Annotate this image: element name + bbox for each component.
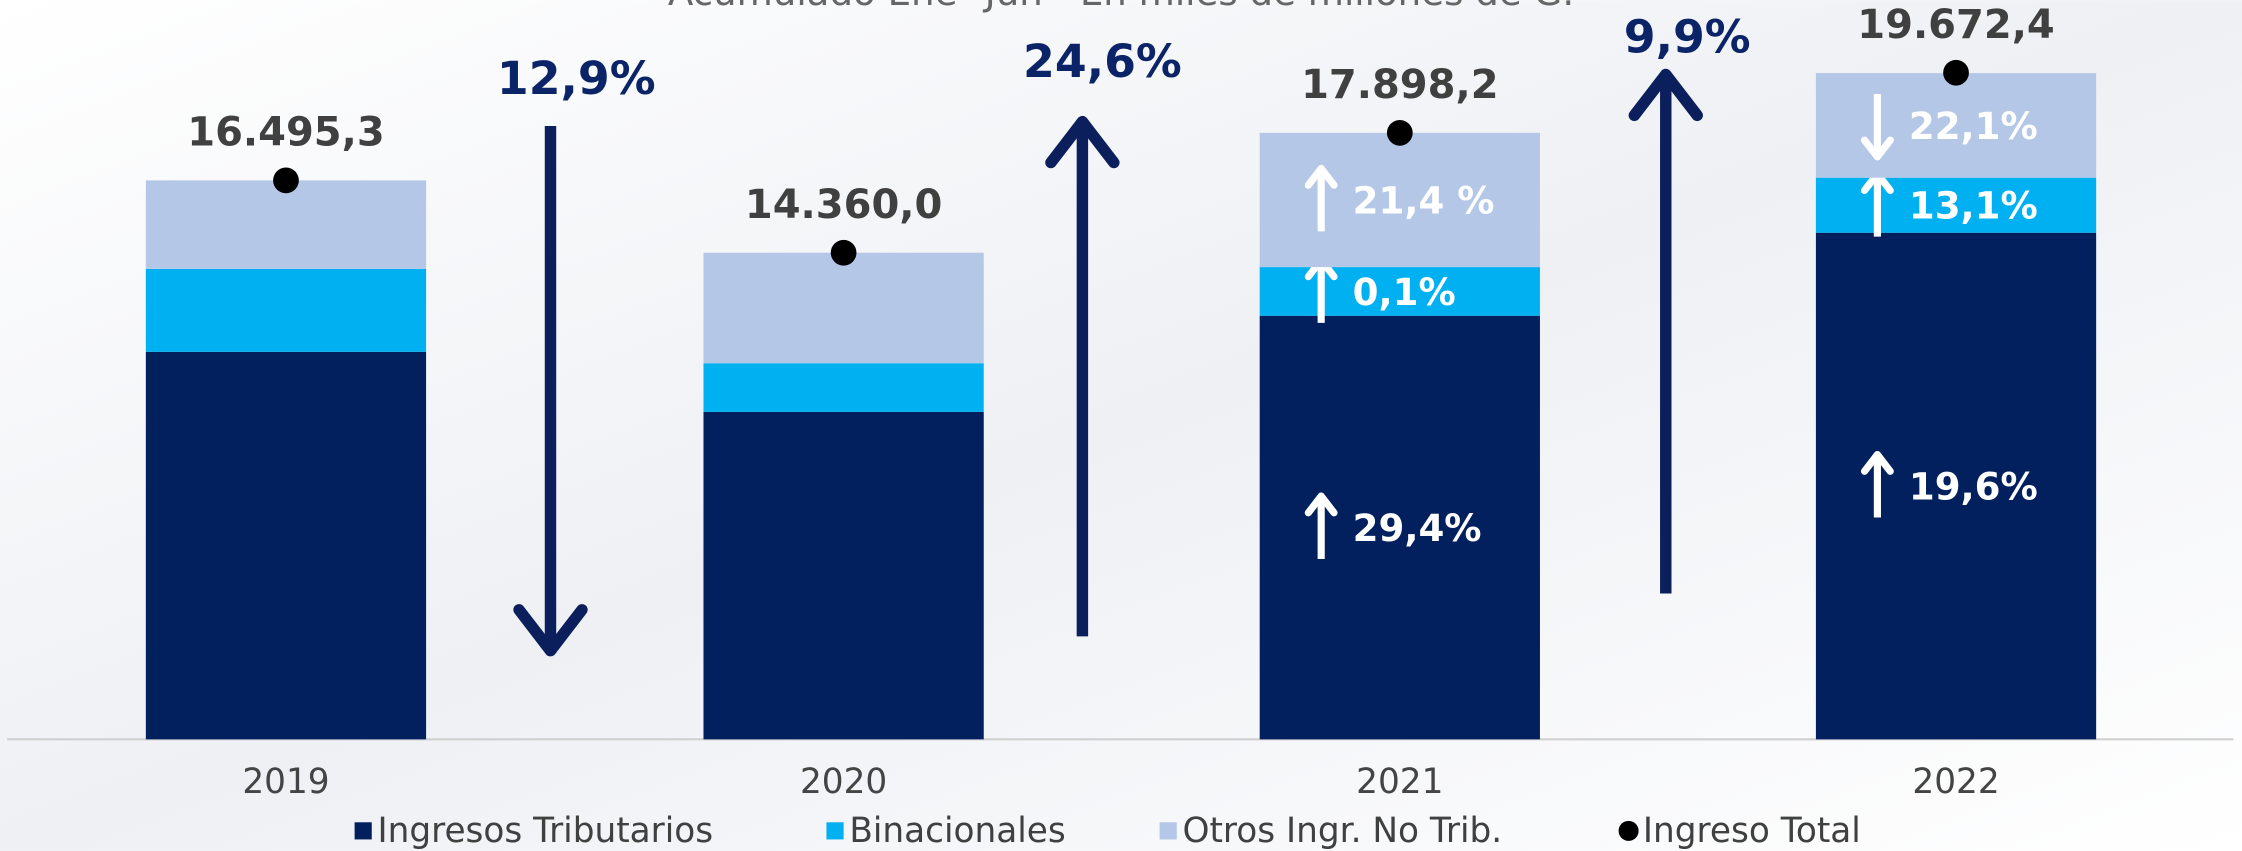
bar-segment bbox=[146, 180, 426, 268]
total-dot bbox=[1943, 60, 1969, 86]
page: Acumulado Ene -Jun - En miles de millone… bbox=[0, 0, 2242, 851]
total-change-label: 12,9% bbox=[497, 52, 656, 105]
segment-change-label: 21,4 % bbox=[1353, 178, 1495, 222]
bar-segment bbox=[703, 412, 983, 739]
legend-label: Binacionales bbox=[849, 811, 1065, 851]
x-tick-label: 2022 bbox=[1912, 762, 1999, 802]
legend-marker bbox=[355, 822, 372, 839]
chart-subtitle: Acumulado Ene -Jun - En miles de millone… bbox=[668, 0, 1574, 14]
legend-marker bbox=[826, 822, 843, 839]
bar-segment bbox=[146, 352, 426, 740]
x-tick-label: 2020 bbox=[800, 762, 887, 802]
bar-segment bbox=[703, 253, 983, 364]
segment-change-label: 22,1% bbox=[1909, 104, 2038, 148]
legend-label: Ingresos Tributarios bbox=[377, 811, 713, 851]
legend-label: Otros Ingr. No Trib. bbox=[1182, 811, 1502, 851]
chart: Acumulado Ene -Jun - En miles de millone… bbox=[0, 0, 2242, 851]
legend-marker bbox=[1160, 822, 1177, 839]
total-change-label: 24,6% bbox=[1023, 35, 1182, 88]
total-dot bbox=[831, 240, 857, 266]
legend-marker bbox=[1619, 821, 1639, 841]
total-label: 17.898,2 bbox=[1301, 62, 1498, 108]
legend-label: Ingreso Total bbox=[1643, 811, 1861, 851]
x-tick-label: 2019 bbox=[242, 762, 329, 802]
segment-change-label: 19,6% bbox=[1909, 464, 2038, 508]
bar-segment bbox=[703, 363, 983, 412]
total-dot bbox=[1387, 120, 1413, 146]
total-label: 16.495,3 bbox=[187, 110, 384, 156]
segment-change-label: 0,1% bbox=[1353, 270, 1456, 314]
total-label: 19.672,4 bbox=[1857, 2, 2054, 48]
total-label: 14.360,0 bbox=[745, 182, 942, 228]
total-change-label: 9,9% bbox=[1624, 11, 1751, 64]
total-dot bbox=[273, 168, 299, 194]
segment-change-label: 13,1% bbox=[1909, 184, 2038, 228]
segment-change-label: 29,4% bbox=[1353, 506, 1482, 550]
x-tick-label: 2021 bbox=[1356, 762, 1443, 802]
bar-segment bbox=[146, 269, 426, 352]
